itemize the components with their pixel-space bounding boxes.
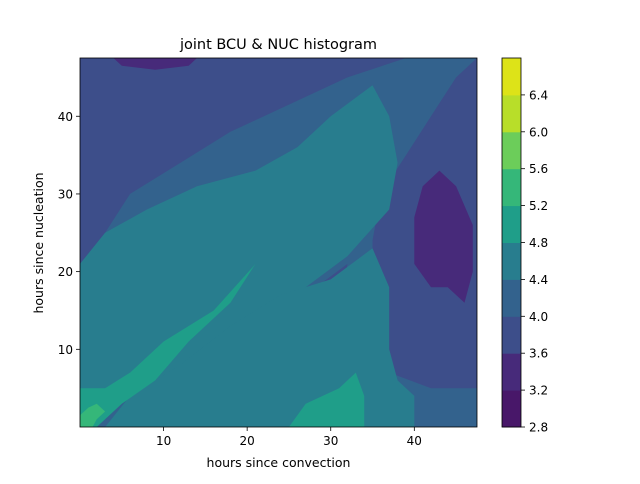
colorbar-segment [502,131,521,170]
contour-band-3.6-4.0-region-1 [80,58,406,264]
colorbar-segment [502,168,521,207]
y-tick-label: 30 [58,187,73,201]
contour-regions [80,58,477,427]
colorbar-tick-label: 5.2 [529,199,548,213]
contour-band-5.2-5.6-region-10 [80,403,106,427]
y-tick-label: 10 [58,343,73,357]
colorbar-tick-label: 6.4 [529,88,548,102]
colorbar-tick-label: 3.6 [529,347,548,361]
y-tick-label: 40 [58,110,73,124]
colorbar-segment [502,205,521,243]
x-axis: 10 20 30 40 [156,427,422,448]
colorbar-segment [502,279,521,317]
colorbar-segment [502,242,521,280]
colorbar-segment [502,390,521,428]
colorbar-tick-label: 2.8 [529,421,548,435]
colorbar-segment [502,316,521,354]
x-tick-label: 30 [323,434,338,448]
colorbar-segment [502,58,521,96]
x-axis-label: hours since convection [207,455,351,470]
colorbar-tick-label: 4.0 [529,310,548,324]
contour-band-4.8-5.2-region-8 [80,263,256,427]
y-axis-label: hours since nucleation [31,172,46,313]
plot-area [80,58,477,427]
colorbar-tick-label: 5.6 [529,162,548,176]
colorbar-tick-label: 3.2 [529,384,548,398]
x-tick-label: 40 [407,434,422,448]
y-axis: 10 20 30 40 [58,110,80,357]
contour-band-4.8-5.2-region-9 [288,372,365,427]
contour-band-4.4-4.8-region-7 [105,248,415,427]
colorbar-tick-label: 4.8 [529,236,548,250]
colorbar-tick-label: 4.4 [529,273,548,287]
contour-band-3.2-3.6-region-4 [414,170,473,303]
colorbar-segment [502,353,521,391]
plot-frame [79,57,478,428]
colorbar-tick-label: 6.0 [529,125,548,139]
chart-title: joint BCU & NUC histogram [179,37,377,53]
y-tick-label: 20 [58,265,73,279]
x-tick-label: 10 [156,434,171,448]
colorbar: 2.8 3.2 3.6 4.0 4.4 4.8 5.2 5.6 6.0 6.4 [501,57,548,435]
contour-band-4.4-4.8-region-6 [80,85,398,396]
colorbar-segment [502,94,521,133]
x-tick-label: 20 [240,434,255,448]
contour-band-3.2-3.6-region-5 [113,58,197,70]
